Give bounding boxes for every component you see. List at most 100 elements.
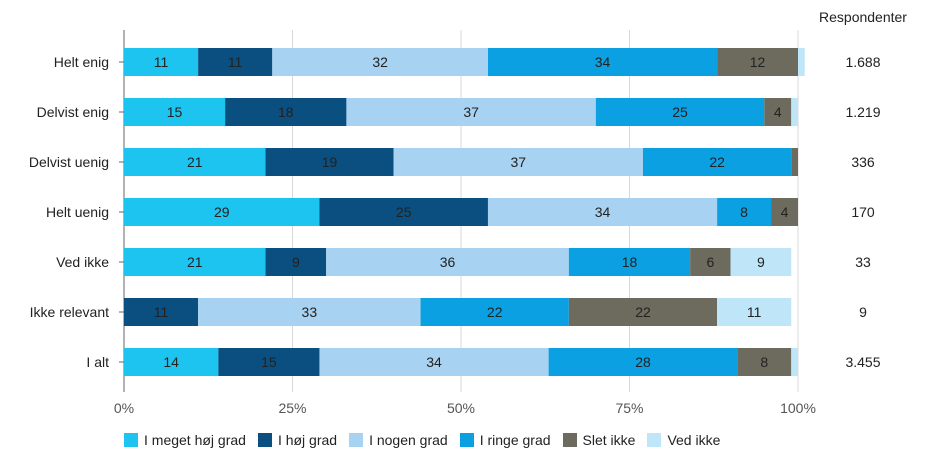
category-label: Ikke relevant (30, 304, 109, 320)
data-label: 9 (757, 254, 765, 270)
data-label: 18 (622, 254, 638, 270)
bar-segment (198, 48, 273, 76)
data-label: 8 (740, 204, 748, 220)
data-label: 34 (426, 354, 442, 370)
respondents-header: Respondenter (819, 9, 907, 25)
x-tick-label: 25% (278, 400, 306, 416)
bar-segment (124, 48, 199, 76)
category-label: Helt uenig (46, 204, 109, 220)
bar-segment (791, 98, 798, 126)
data-label: 25 (396, 204, 412, 220)
bar-segment (737, 348, 792, 376)
data-label: 22 (487, 304, 503, 320)
data-label: 37 (511, 154, 527, 170)
bar-segment (771, 198, 798, 226)
data-label: 12 (750, 54, 766, 70)
legend-label: Ved ikke (667, 432, 721, 448)
respondents-value: 1.688 (845, 54, 880, 70)
bar-segment (717, 298, 792, 326)
legend-item: I nogen grad (349, 432, 448, 448)
data-label: 11 (154, 304, 169, 320)
bar-segment (346, 98, 596, 126)
legend-swatch (647, 433, 662, 447)
bar-segment (124, 98, 226, 126)
bar-segment (798, 48, 805, 76)
x-tick-label: 0% (114, 400, 134, 416)
data-label: 21 (187, 254, 203, 270)
bar-segment (393, 148, 643, 176)
data-label: 36 (440, 254, 456, 270)
legend-label: I høj grad (277, 432, 338, 448)
bar-segment (730, 248, 792, 276)
respondents-value: 170 (851, 204, 875, 220)
category-label: Helt enig (54, 54, 109, 70)
stacked-bar-chart: 0% 25% 50% 75% 100% Respondenter Helt enig 11 11… (29, 9, 907, 416)
bar-segment (791, 348, 798, 376)
data-label: 11 (747, 304, 762, 320)
data-label: 9 (292, 254, 300, 270)
bar-segment (568, 248, 691, 276)
respondents-value: 33 (855, 254, 871, 270)
legend-label: Slet ikke (582, 432, 636, 448)
bar-segment (690, 248, 731, 276)
category-label: Delvist enig (37, 104, 109, 120)
bar-segment (265, 148, 394, 176)
data-label: 32 (372, 54, 388, 70)
bar-segment (265, 248, 327, 276)
data-label: 4 (781, 204, 789, 220)
bar-segment (319, 198, 488, 226)
data-label: 22 (709, 154, 725, 170)
bar-segment (568, 298, 718, 326)
data-label: 14 (163, 354, 179, 370)
data-label: 11 (228, 54, 243, 70)
legend-label: I nogen grad (369, 432, 448, 448)
bar-segment (642, 148, 792, 176)
data-label: 37 (463, 104, 479, 120)
data-label: 19 (322, 154, 338, 170)
data-label: 18 (278, 104, 294, 120)
legend-swatch (349, 433, 364, 447)
legend-swatch (124, 433, 138, 447)
bar-segment (124, 198, 320, 226)
data-label: 22 (635, 304, 651, 320)
legend-swatch (257, 433, 272, 447)
respondents-value: 336 (851, 154, 875, 170)
legend-label: I ringe grad (479, 432, 551, 448)
category-label: Delvist uenig (29, 154, 109, 170)
data-label: 6 (706, 254, 714, 270)
bar-segment (198, 298, 421, 326)
x-tick-label: 100% (780, 400, 816, 416)
respondents-value: 3.455 (845, 354, 880, 370)
legend-item: Ved ikke (647, 432, 720, 448)
bar-segment (717, 198, 772, 226)
data-label: 33 (302, 304, 318, 320)
legend-swatch (562, 433, 577, 447)
legend-label: I meget høj grad (144, 432, 246, 448)
legend-item: I ringe grad (459, 432, 551, 448)
bar-segment (487, 48, 718, 76)
respondents-value: 1.219 (845, 104, 880, 120)
data-label: 25 (672, 104, 688, 120)
legend-item: Slet ikke (562, 432, 636, 448)
bar-segment (595, 98, 765, 126)
bar-segment (124, 248, 266, 276)
bar-segment (764, 98, 792, 126)
bar-segment (487, 198, 718, 226)
bar-segment (319, 348, 549, 376)
legend-item: I høj grad (257, 432, 338, 448)
data-label: 15 (167, 104, 183, 120)
bar-segment (272, 48, 488, 76)
respondents-value: 9 (859, 304, 867, 320)
data-label: 29 (214, 204, 230, 220)
data-label: 34 (595, 204, 611, 220)
bar-segment (420, 298, 569, 326)
data-label: 4 (774, 104, 782, 120)
bar-segment (218, 348, 320, 376)
bar-segment (548, 348, 738, 376)
bar-segment (791, 148, 798, 176)
category-label: Ved ikke (56, 254, 109, 270)
data-label: 34 (595, 54, 611, 70)
bar-segment (225, 98, 347, 126)
x-tick-label: 75% (615, 400, 643, 416)
